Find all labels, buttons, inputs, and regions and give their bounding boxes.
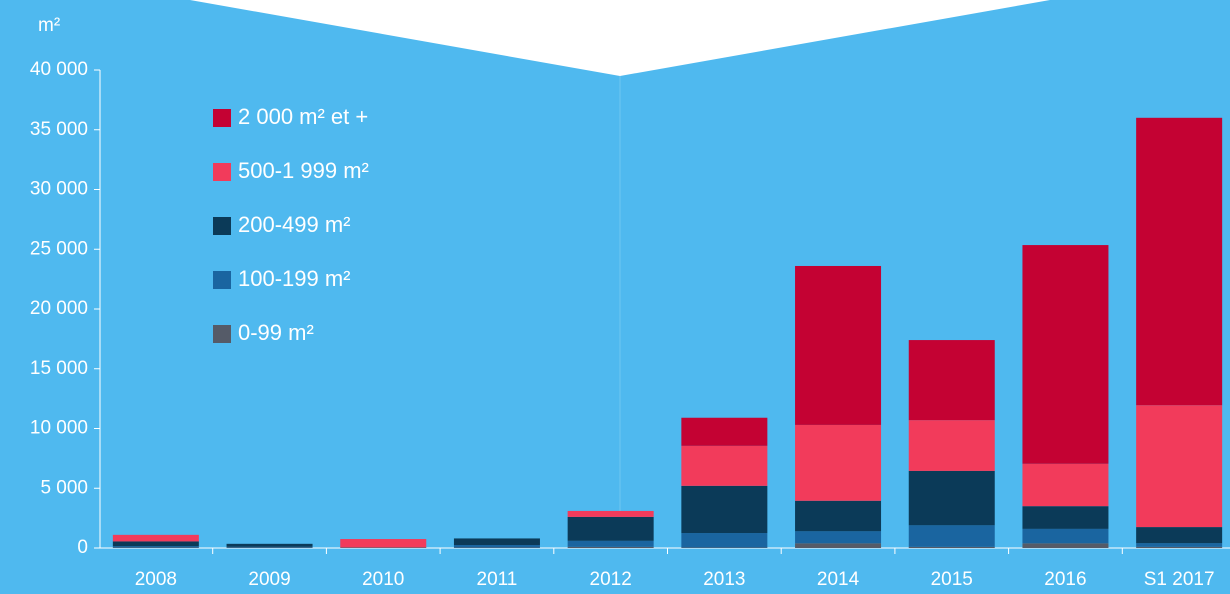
x-tick-label: 2008 [135, 569, 177, 590]
y-tick-label: 25 000 [30, 238, 88, 259]
y-tick-label: 20 000 [30, 298, 88, 319]
bar-segment [1022, 245, 1109, 464]
legend-label: 200-499 m² [238, 212, 351, 237]
bar-segment [453, 545, 540, 548]
legend-label: 2 000 m² et + [238, 104, 368, 129]
bar-segment [567, 510, 654, 517]
legend-swatch [213, 217, 231, 235]
bar-segment [112, 541, 199, 547]
legend-label: 100-199 m² [238, 266, 351, 291]
x-tick-label: 2015 [931, 569, 973, 590]
bar-segment [908, 546, 995, 548]
legend-swatch [213, 271, 231, 289]
x-tick-label: 2014 [817, 569, 860, 590]
legend-label: 500-1 999 m² [238, 158, 369, 183]
bar-segment [453, 547, 540, 548]
legend: 0-99 m² 100-199 m² 200-499 m² 500-1 999 m² 2… [213, 104, 369, 345]
x-tick-label: 2012 [590, 569, 632, 590]
bar-segment [1022, 543, 1109, 548]
bar-segment [795, 531, 882, 544]
header-shape [190, 0, 1050, 76]
bar-segment [681, 417, 768, 446]
bar-segment [1136, 405, 1223, 528]
bar-segment [1022, 506, 1109, 529]
bar-segment [681, 533, 768, 548]
y-tick-label: 15 000 [30, 358, 88, 379]
bar-segment [1136, 543, 1223, 547]
bar-segment [795, 500, 882, 532]
bar-segment [1136, 527, 1223, 544]
bar-segment [112, 534, 199, 542]
bar-segment [1136, 546, 1223, 548]
y-tick-label: 30 000 [30, 179, 88, 200]
bar-segment [226, 546, 313, 548]
y-tick-label: 5 000 [40, 477, 88, 498]
legend-label: 0-99 m² [238, 320, 314, 345]
y-tick-label: 40 000 [30, 59, 88, 80]
bar-segment [112, 547, 199, 548]
bar-segment [567, 546, 654, 548]
y-tick-label: 35 000 [30, 119, 88, 140]
y-axis-unit: m² [38, 15, 60, 36]
bar-segment [681, 445, 768, 486]
bar-segment [908, 525, 995, 547]
x-tick-label: 2009 [248, 569, 290, 590]
y-tick-label: 0 [77, 537, 88, 558]
x-tick-label: 2011 [477, 569, 518, 590]
bar-segment [226, 547, 313, 548]
bar-segment [1022, 528, 1109, 544]
bar-segment [795, 543, 882, 548]
bar-segment [112, 546, 199, 548]
x-tick-label: 2010 [362, 569, 404, 590]
legend-swatch [213, 109, 231, 127]
bar-segment [1136, 117, 1223, 406]
x-tick-label: 2016 [1044, 569, 1086, 590]
bar-segment [226, 543, 313, 547]
bar-segment [453, 538, 540, 546]
bar-segment [1022, 463, 1109, 507]
bar-segment [340, 547, 427, 548]
bar-segment [681, 547, 768, 548]
bar-segment [795, 265, 882, 425]
legend-swatch [213, 325, 231, 343]
bar-segment [681, 485, 768, 534]
bar-segment [908, 420, 995, 471]
bar-segment [567, 516, 654, 541]
x-tick-label: S1 2017 [1144, 569, 1215, 590]
bar-segment [908, 470, 995, 526]
x-tick-label: 2013 [703, 569, 745, 590]
y-tick-label: 10 000 [30, 418, 88, 439]
bar-segment [340, 539, 427, 548]
legend-swatch [213, 163, 231, 181]
bar-segment [795, 424, 882, 501]
bar-segment [567, 540, 654, 547]
bar-segment [908, 340, 995, 421]
